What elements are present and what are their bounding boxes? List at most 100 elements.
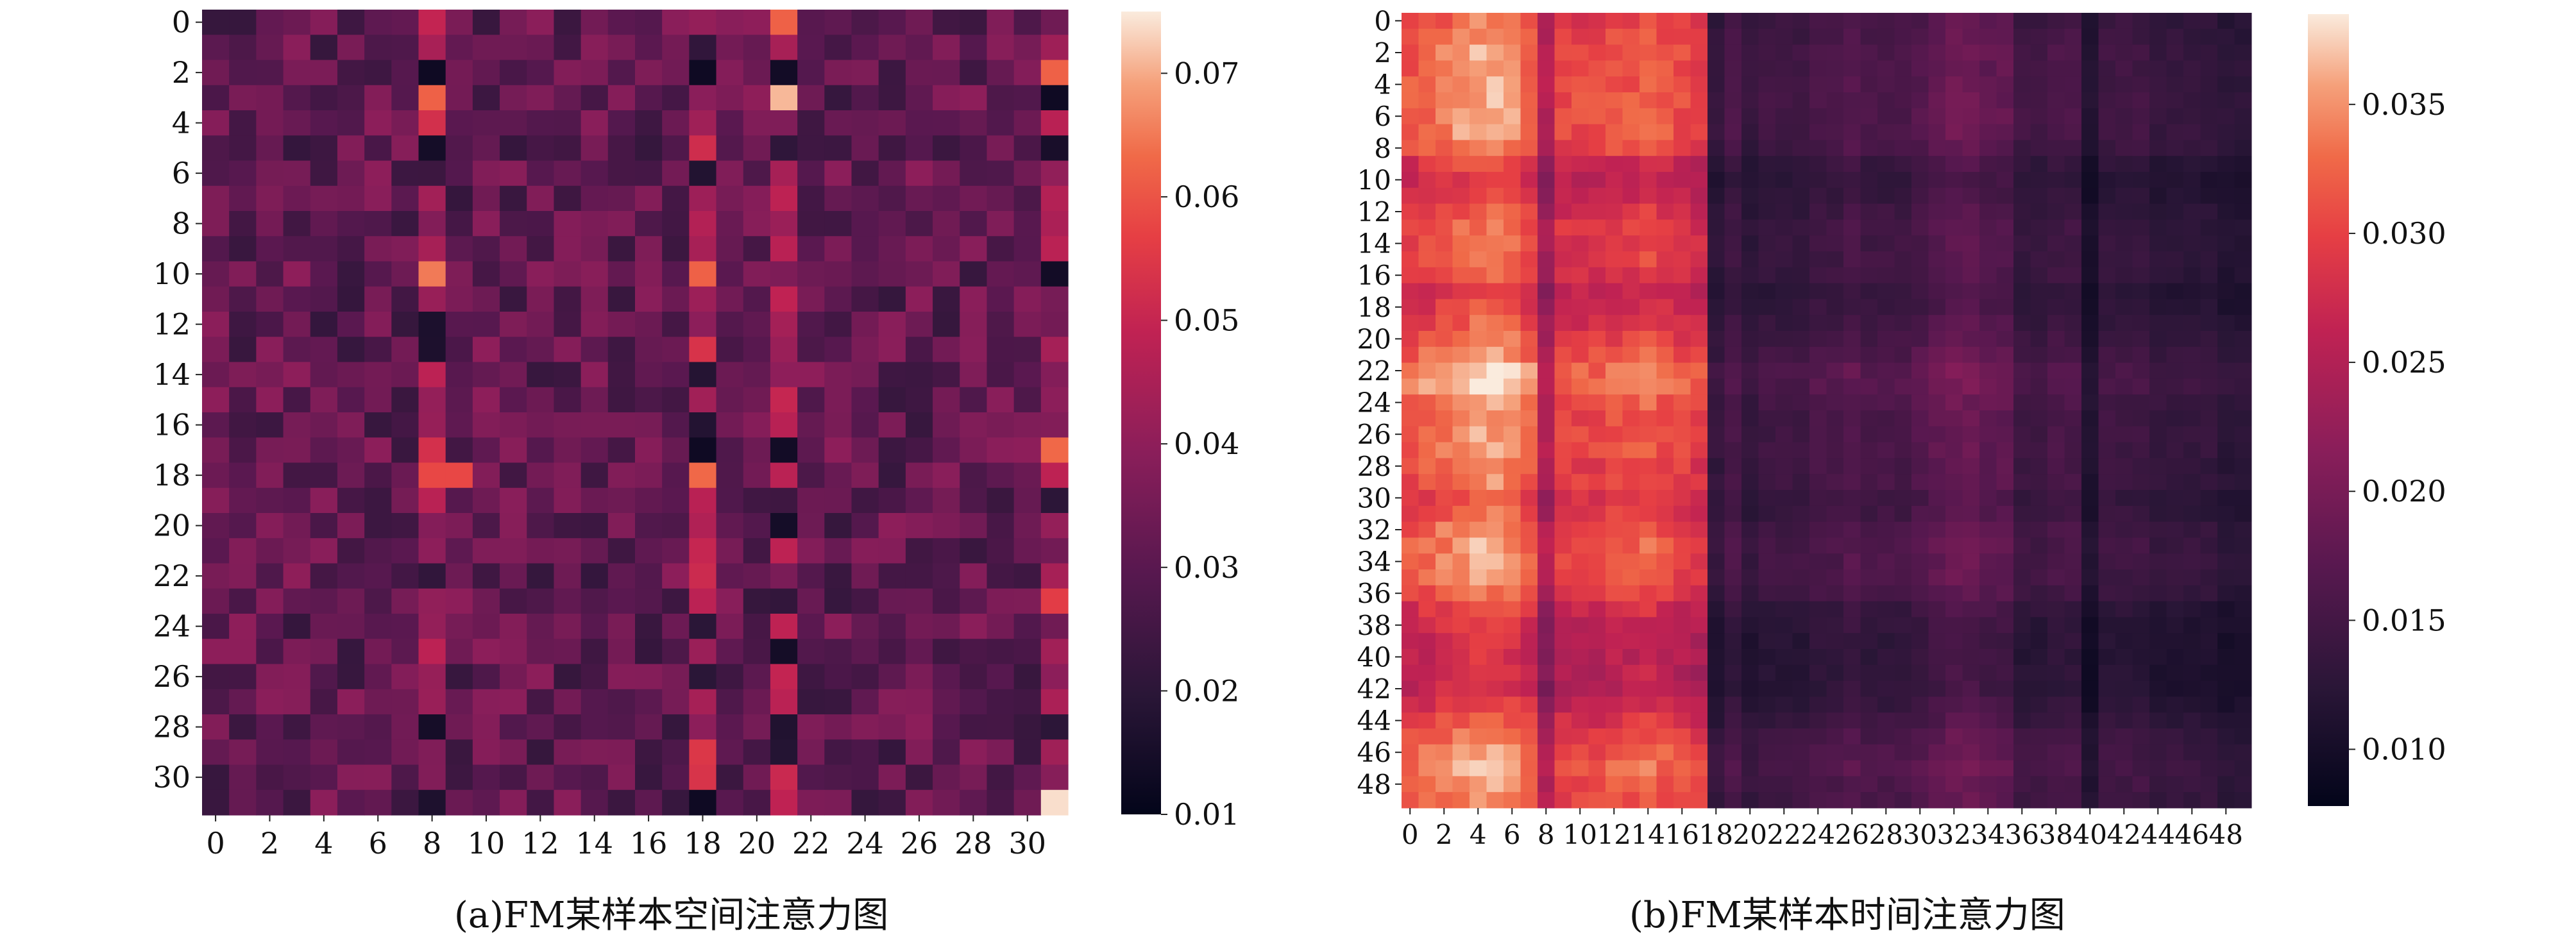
heatmap-a-cell xyxy=(635,387,663,413)
heatmap-b-cell xyxy=(1775,760,1793,777)
heatmap-b-cell xyxy=(1928,442,1946,458)
heatmap-a-cell xyxy=(905,614,933,639)
heatmap-b-cell xyxy=(1894,187,1912,205)
heatmap-b-cell xyxy=(1588,378,1606,395)
heatmap-b-cell xyxy=(1436,617,1453,634)
heatmap-b-cell xyxy=(1486,28,1504,46)
heatmap-a-cell xyxy=(824,462,852,489)
heatmap-b-cell xyxy=(1640,28,1657,46)
heatmap-b-cell xyxy=(1436,315,1453,332)
heatmap-b-cell xyxy=(1809,331,1827,348)
heatmap-b-cell xyxy=(1504,601,1521,618)
heatmap-a-cell xyxy=(851,387,879,413)
heatmap-b-cell xyxy=(1520,680,1538,697)
x-tick-label-b: 46 xyxy=(2175,819,2209,850)
heatmap-a-cell xyxy=(905,211,933,237)
heatmap-b-cell xyxy=(1486,76,1504,93)
heatmap-a-cell xyxy=(1013,110,1042,136)
heatmap-a-cell xyxy=(580,60,609,86)
heatmap-a-cell xyxy=(310,487,338,514)
heatmap-b-cell xyxy=(1640,267,1657,284)
heatmap-b-cell xyxy=(1962,601,1980,618)
heatmap-b-cell xyxy=(1674,13,1691,29)
heatmap-b-cell xyxy=(1707,553,1725,570)
heatmap-a-cell xyxy=(1013,664,1042,690)
heatmap-a-cell xyxy=(635,211,663,237)
heatmap-a-cell xyxy=(472,614,500,639)
heatmap-b-cell xyxy=(1656,140,1674,156)
heatmap-a-cell xyxy=(960,362,988,388)
heatmap-b-cell xyxy=(1554,776,1572,793)
heatmap-b-cell xyxy=(1979,315,1997,332)
heatmap-b-cell xyxy=(1418,617,1436,634)
heatmap-b-cell xyxy=(1741,219,1759,236)
heatmap-b-cell xyxy=(1741,712,1759,729)
heatmap-b-cell xyxy=(1877,474,1895,491)
caption-a: (a)FM某样本空间注意力图 xyxy=(454,895,889,936)
heatmap-b-cell xyxy=(2166,44,2184,61)
heatmap-b-cell xyxy=(1520,76,1538,93)
heatmap-b-cell xyxy=(1707,315,1725,332)
heatmap-b-cell xyxy=(1707,585,1725,602)
heatmap-a-cell xyxy=(1013,387,1042,413)
heatmap-a-cell xyxy=(960,588,988,614)
heatmap-b-cell xyxy=(2098,792,2116,809)
heatmap-b-cell xyxy=(1520,617,1538,634)
heatmap-b-cell xyxy=(1877,124,1895,140)
heatmap-b-cell xyxy=(1418,44,1436,61)
heatmap-a-cell xyxy=(229,412,257,438)
heatmap-b-cell xyxy=(1436,267,1453,284)
heatmap-b-cell xyxy=(1606,553,1623,570)
heatmap-a-cell xyxy=(500,437,527,464)
heatmap-a-cell xyxy=(500,337,527,363)
heatmap-b-cell xyxy=(1656,124,1674,140)
colorbar-b-tick-label: 0.025 xyxy=(2362,345,2446,380)
heatmap-a-cell xyxy=(472,714,500,740)
heatmap-b-cell xyxy=(1877,219,1895,236)
heatmap-b-cell xyxy=(1809,521,1827,538)
heatmap-a-cell xyxy=(418,312,446,337)
heatmap-a-cell xyxy=(283,236,311,262)
heatmap-b-cell xyxy=(1724,426,1742,443)
heatmap-a-cell xyxy=(310,639,338,665)
heatmap-b-cell xyxy=(2166,426,2184,443)
heatmap-b-cell xyxy=(1690,664,1708,682)
heatmap-b-cell xyxy=(2064,585,2082,602)
heatmap-b-cell xyxy=(1741,458,1759,475)
heatmap-b-cell xyxy=(2030,156,2048,172)
heatmap-b-cell xyxy=(1996,760,2014,777)
heatmap-b-cell xyxy=(1911,346,1929,364)
heatmap-a-cell xyxy=(554,387,582,413)
heatmap-b-cell xyxy=(2132,442,2150,458)
heatmap-b-cell xyxy=(1775,267,1793,284)
heatmap-a-cell xyxy=(202,664,230,690)
heatmap-b-cell xyxy=(2200,124,2218,140)
heatmap-b-cell xyxy=(2047,442,2065,458)
heatmap-b-cell xyxy=(1962,28,1980,46)
heatmap-b-cell xyxy=(1962,712,1980,729)
heatmap-b-cell xyxy=(1674,219,1691,236)
heatmap-a-cell xyxy=(580,513,609,539)
heatmap-a-cell xyxy=(364,387,392,413)
heatmap-b-cell xyxy=(2183,28,2201,46)
heatmap-b-cell xyxy=(1979,331,1997,348)
heatmap-a-cell xyxy=(797,387,825,413)
heatmap-b-cell xyxy=(1520,728,1538,745)
heatmap-a-cell xyxy=(905,337,933,363)
heatmap-a-cell xyxy=(662,185,690,212)
heatmap-b-cell xyxy=(1775,744,1793,761)
heatmap-b-cell xyxy=(1843,521,1861,538)
heatmap-b-cell xyxy=(2064,505,2082,523)
heatmap-b-cell xyxy=(1606,235,1623,252)
heatmap-b-cell xyxy=(1656,474,1674,491)
heatmap-b-cell xyxy=(1674,537,1691,554)
heatmap-b-cell xyxy=(2098,267,2116,284)
heatmap-a-cell xyxy=(337,412,365,438)
heatmap-a-cell xyxy=(554,110,582,136)
heatmap-b-cell xyxy=(2183,649,2201,666)
heatmap-b-cell xyxy=(1402,792,1419,809)
heatmap-b-cell xyxy=(1724,474,1742,491)
heatmap-a-cell xyxy=(689,286,717,312)
heatmap-b-cell xyxy=(1741,124,1759,140)
heatmap-a-cell xyxy=(878,487,906,514)
